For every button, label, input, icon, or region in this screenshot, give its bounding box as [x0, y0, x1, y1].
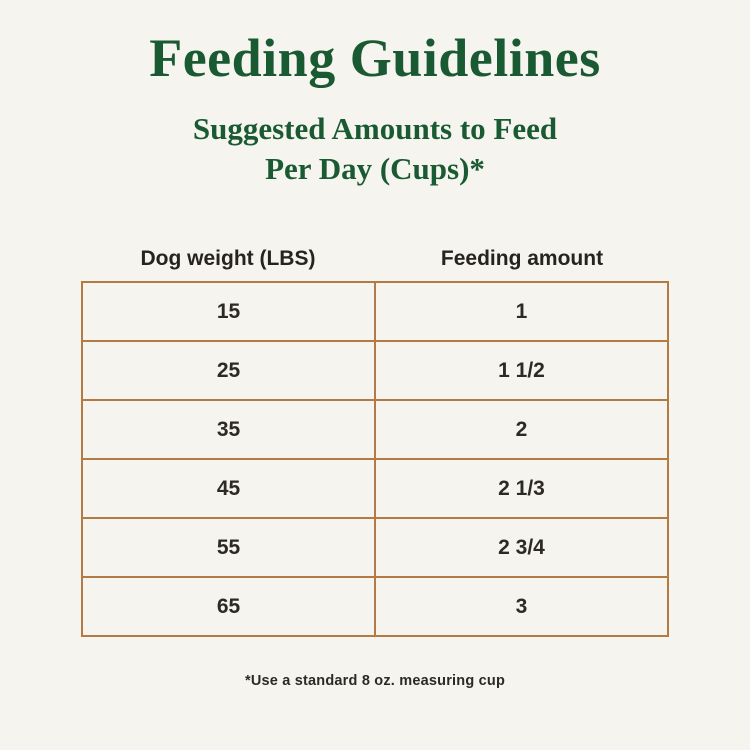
- column-header-feeding-amount: Feeding amount: [440, 247, 604, 271]
- amount-cell: 1 1/2: [374, 340, 669, 402]
- subtitle-line-2: Per Day (Cups)*: [265, 150, 485, 186]
- measuring-cup-footnote: *Use a standard 8 oz. measuring cup: [244, 673, 506, 690]
- amount-cell: 2 1/3: [374, 458, 669, 520]
- weight-cell: 65: [81, 576, 376, 638]
- subtitle-line-1: Suggested Amounts to Feed: [192, 110, 558, 146]
- amount-cell: 1: [374, 281, 669, 343]
- table-row: 65 3: [81, 576, 669, 638]
- weight-cell: 45: [81, 458, 376, 520]
- table-row: 35 2: [81, 399, 669, 461]
- table-row: 45 2 1/3: [81, 458, 669, 520]
- weight-cell: 35: [81, 399, 376, 461]
- page-title: Feeding Guidelines: [149, 28, 601, 88]
- weight-cell: 25: [81, 340, 376, 402]
- amount-cell: 3: [374, 576, 669, 638]
- column-header-dog-weight: Dog weight (LBS): [140, 247, 316, 271]
- table-row: 15 1: [81, 281, 669, 343]
- weight-cell: 55: [81, 517, 376, 579]
- table-column-headers: Dog weight (LBS) Feeding amount: [81, 247, 669, 271]
- weight-cell: 15: [81, 281, 376, 343]
- table-row: 55 2 3/4: [81, 517, 669, 579]
- page-subtitle: Suggested Amounts to Feed Per Day (Cups)…: [0, 109, 750, 190]
- table-row: 25 1 1/2: [81, 340, 669, 402]
- amount-cell: 2 3/4: [374, 517, 669, 579]
- feeding-table: 15 1 25 1 1/2 35 2 45 2 1/3 55 2 3/4 65 …: [81, 281, 669, 638]
- amount-cell: 2: [374, 399, 669, 461]
